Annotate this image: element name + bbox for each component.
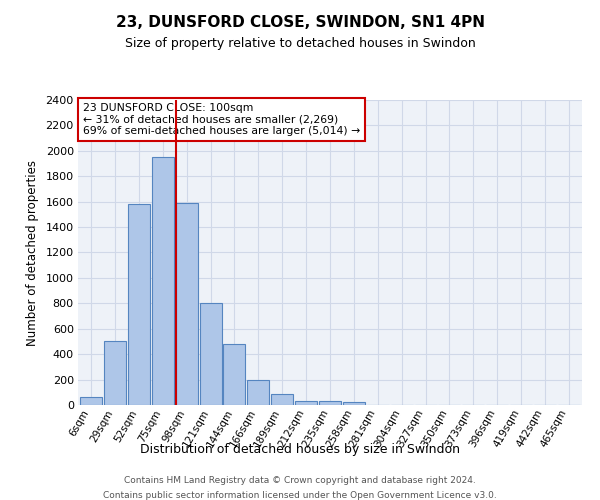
Bar xyxy=(104,342,126,405)
Text: Distribution of detached houses by size in Swindon: Distribution of detached houses by size … xyxy=(140,442,460,456)
Bar xyxy=(152,157,174,405)
Text: Contains HM Land Registry data © Crown copyright and database right 2024.: Contains HM Land Registry data © Crown c… xyxy=(124,476,476,485)
Text: 23, DUNSFORD CLOSE, SWINDON, SN1 4PN: 23, DUNSFORD CLOSE, SWINDON, SN1 4PN xyxy=(115,15,485,30)
Bar xyxy=(271,394,293,405)
Y-axis label: Number of detached properties: Number of detached properties xyxy=(26,160,38,346)
Bar xyxy=(200,304,221,405)
Text: Contains public sector information licensed under the Open Government Licence v3: Contains public sector information licen… xyxy=(103,491,497,500)
Bar xyxy=(80,398,102,405)
Bar xyxy=(223,344,245,405)
Bar xyxy=(343,402,365,405)
Bar xyxy=(319,401,341,405)
Bar xyxy=(247,380,269,405)
Bar xyxy=(295,400,317,405)
Text: 23 DUNSFORD CLOSE: 100sqm
← 31% of detached houses are smaller (2,269)
69% of se: 23 DUNSFORD CLOSE: 100sqm ← 31% of detac… xyxy=(83,103,360,136)
Bar xyxy=(128,204,150,405)
Bar xyxy=(176,203,197,405)
Text: Size of property relative to detached houses in Swindon: Size of property relative to detached ho… xyxy=(125,38,475,51)
